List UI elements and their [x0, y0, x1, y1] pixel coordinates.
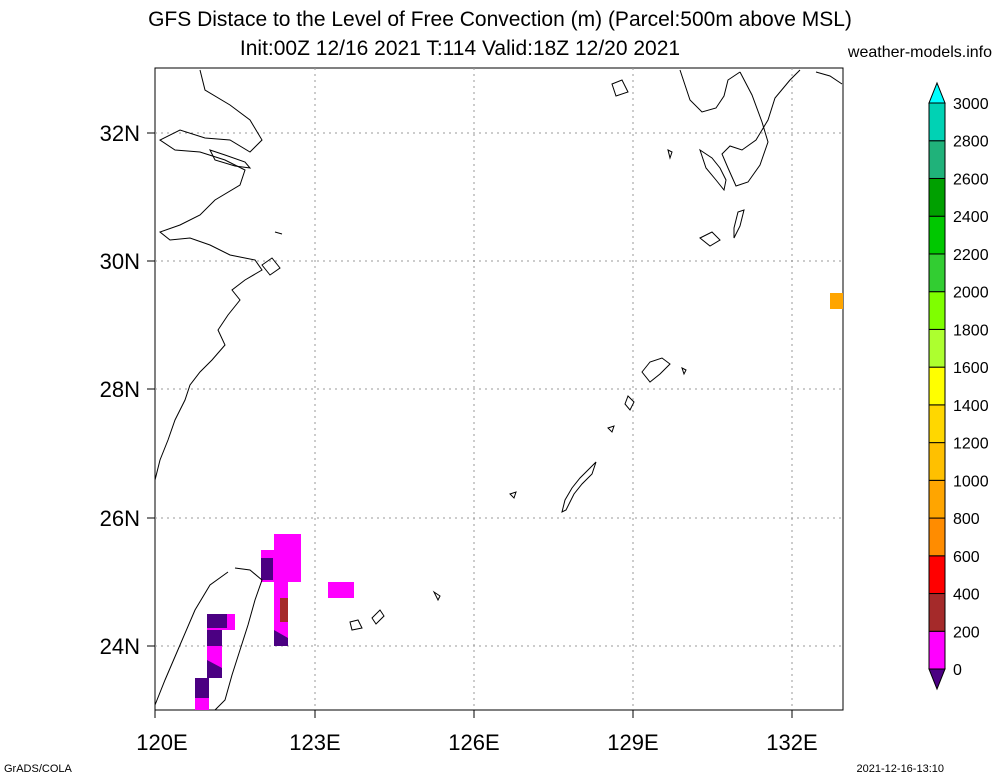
colorbar-swatch — [928, 517, 946, 557]
colorbar-swatch — [928, 593, 946, 632]
grid-lines — [155, 68, 843, 710]
coastlines — [154, 69, 843, 711]
colorbar-label: 1400 — [953, 398, 989, 415]
lat-label-28n: 28N — [100, 377, 140, 402]
colorbar-swatch — [928, 253, 946, 293]
colorbar-label: 200 — [953, 624, 980, 641]
colorbar-label: 2400 — [953, 209, 989, 226]
colorbar-swatch — [928, 555, 946, 595]
colorbar-label: 1800 — [953, 322, 989, 339]
map-subtitle: Init:00Z 12/16 2021 T:114 Valid:18Z 12/2… — [239, 37, 681, 60]
lon-label-120e: 120E — [136, 730, 187, 755]
colorbar-swatch — [928, 215, 946, 255]
colorbar-label: 1200 — [953, 436, 989, 453]
colorbar-low-arrow — [928, 668, 946, 691]
lon-label-132e: 132E — [766, 730, 817, 755]
lon-label-126e: 126E — [448, 730, 499, 755]
colorbar-swatch — [928, 177, 946, 217]
lat-label-30n: 30N — [100, 249, 140, 274]
colorbar-swatch — [928, 140, 946, 179]
colorbar-high-arrow — [928, 81, 946, 104]
colorbar: 0 200 400 600 800 1000 1200 1400 1600 1800 2000 220… — [928, 81, 989, 691]
lat-label-26n: 26N — [100, 506, 140, 531]
colorbar-swatch — [928, 366, 946, 406]
colorbar-label: 600 — [953, 549, 980, 566]
timestamp: 2021-12-16-13:10 — [856, 763, 944, 775]
lat-label-32n: 32N — [100, 121, 140, 146]
axis-ticks — [147, 132, 793, 718]
site-credit: weather-models.info — [847, 44, 992, 61]
lon-label-123e: 123E — [289, 730, 340, 755]
colorbar-label: 1600 — [953, 360, 989, 377]
lat-label-24n: 24N — [100, 634, 140, 659]
colorbar-swatch — [928, 102, 946, 142]
colorbar-swatch — [928, 328, 946, 368]
colorbar-label: 1000 — [953, 473, 989, 490]
colorbar-label: 2000 — [953, 285, 989, 302]
colorbar-label: 2800 — [953, 134, 989, 151]
colorbar-swatch — [928, 479, 946, 519]
colorbar-swatch — [928, 442, 946, 481]
colorbar-swatch — [928, 291, 946, 330]
colorbar-label: 2600 — [953, 171, 989, 188]
colorbar-swatch — [928, 404, 946, 444]
map-title: GFS Distace to the Level of Free Convect… — [148, 8, 852, 31]
colorbar-label: 400 — [953, 587, 980, 604]
lfc-shading — [195, 293, 843, 710]
colorbar-label: 0 — [953, 662, 962, 679]
colorbar-label: 3000 — [953, 96, 989, 113]
colorbar-label: 2200 — [953, 247, 989, 264]
software-credit: GrADS/COLA — [4, 763, 72, 775]
lon-label-129e: 129E — [607, 730, 658, 755]
colorbar-swatch — [928, 630, 946, 670]
colorbar-label: 800 — [953, 511, 980, 528]
